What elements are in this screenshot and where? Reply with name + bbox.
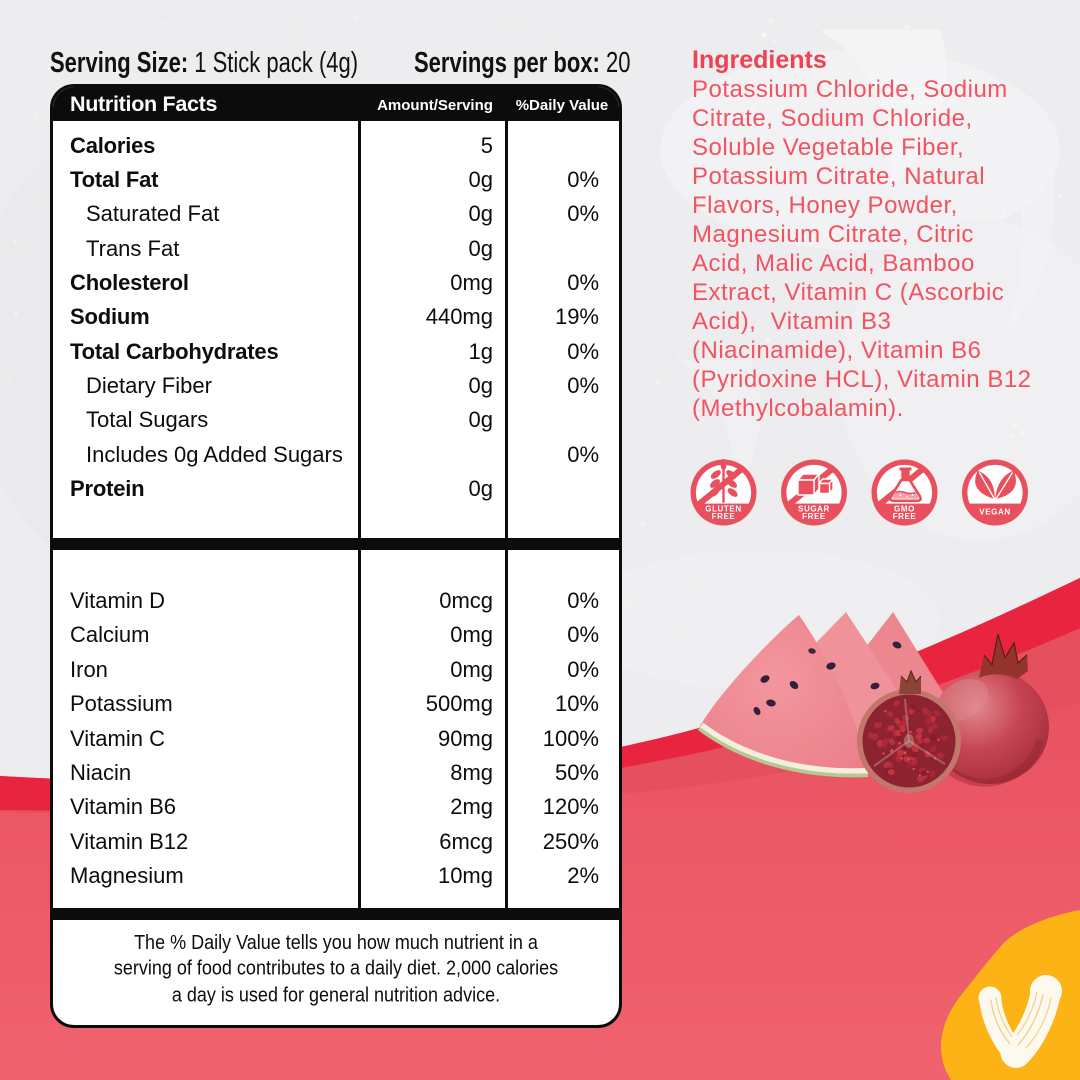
svg-text:GLUTEN: GLUTEN bbox=[705, 505, 742, 514]
svg-text:SUGAR: SUGAR bbox=[798, 505, 830, 514]
svg-text:FREE: FREE bbox=[802, 512, 826, 521]
svg-text:FREE: FREE bbox=[712, 512, 736, 521]
svg-text:VEGAN: VEGAN bbox=[979, 507, 1010, 516]
svg-text:GMO: GMO bbox=[894, 505, 915, 514]
svg-text:FREE: FREE bbox=[893, 512, 917, 521]
